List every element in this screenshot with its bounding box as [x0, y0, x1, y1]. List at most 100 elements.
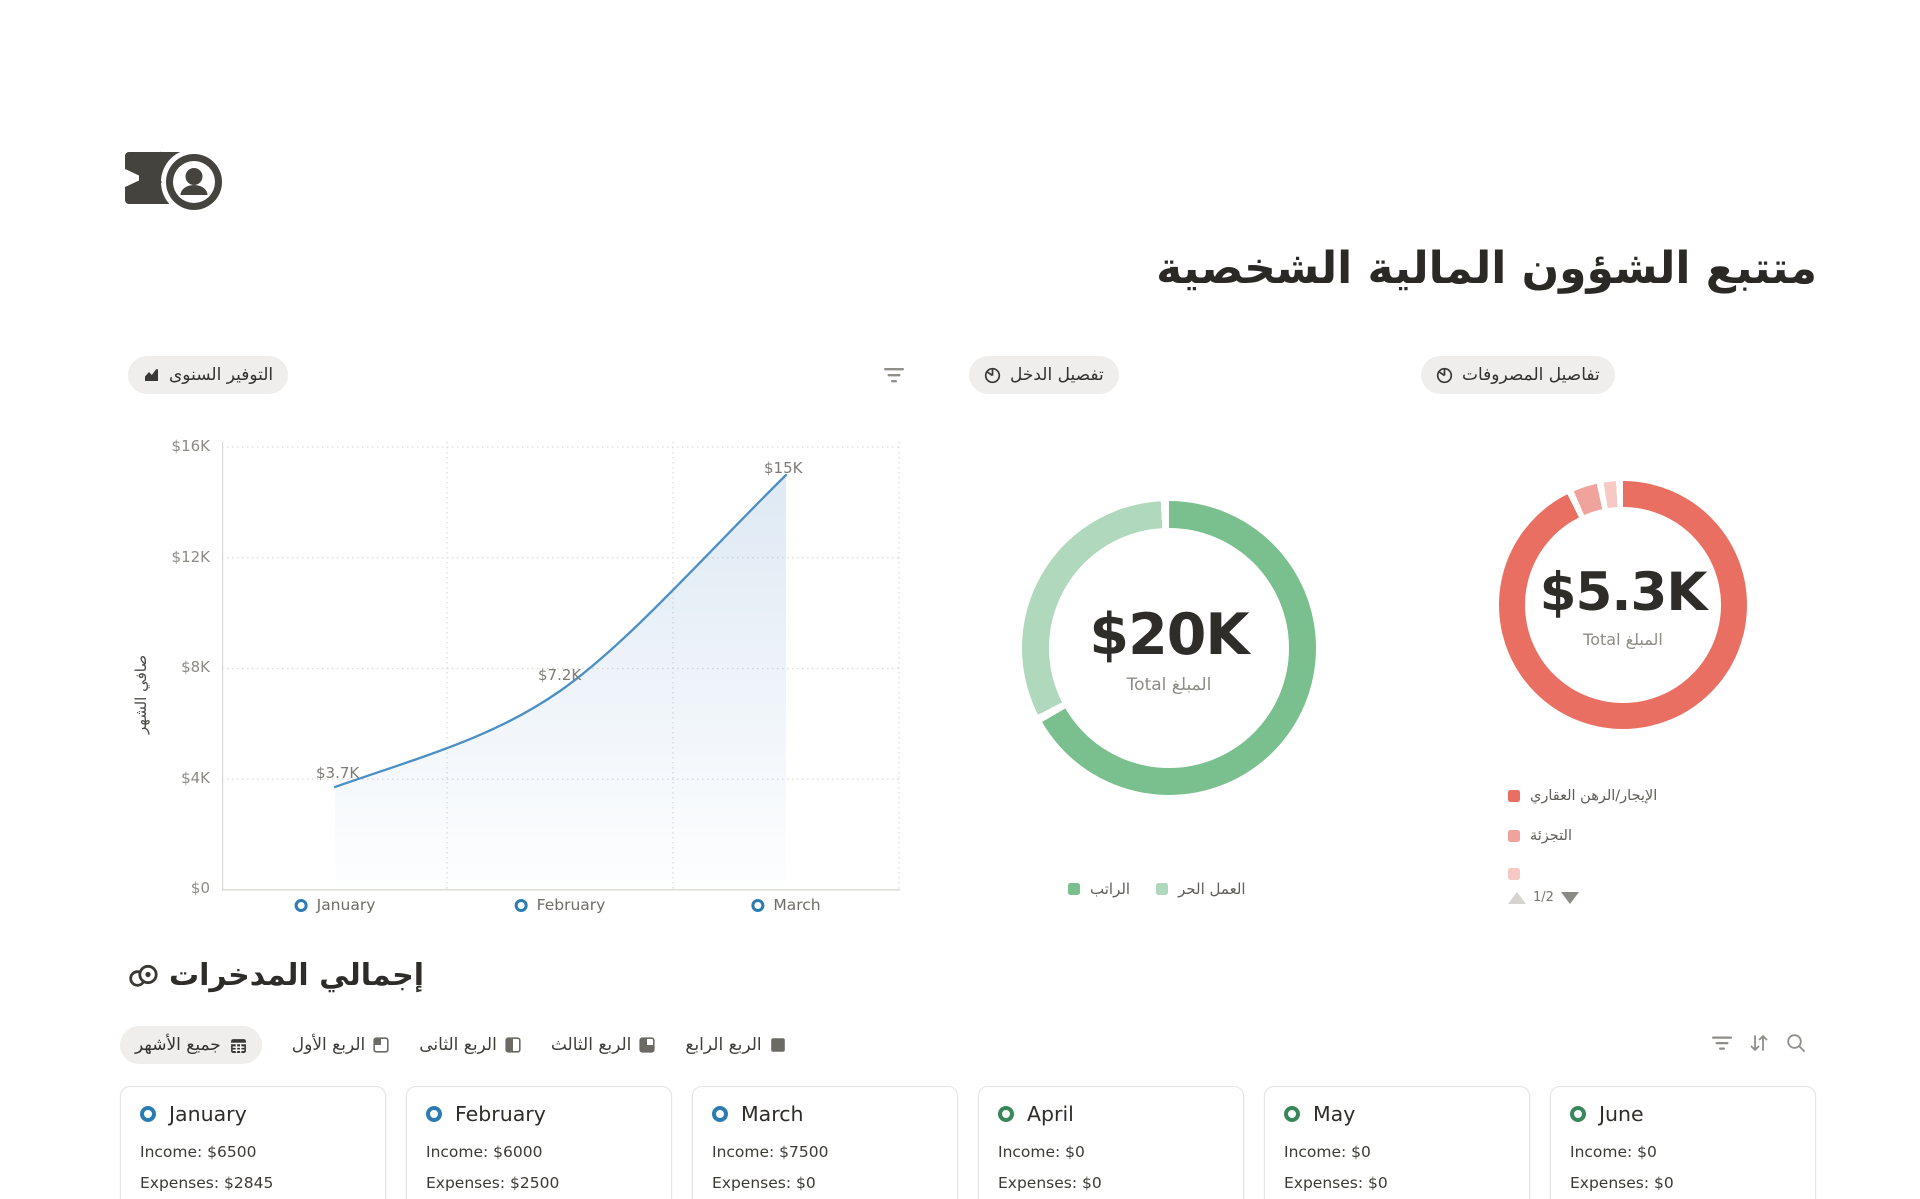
month-dot-icon — [426, 1106, 442, 1122]
month-dot-icon — [1284, 1106, 1300, 1122]
tab-q3[interactable]: الربع الثالث — [551, 1035, 656, 1055]
y-tick: $16K — [171, 437, 210, 455]
expenses-total-value: $5.3K — [1539, 561, 1708, 623]
card-month-name: February — [455, 1102, 546, 1126]
quarter-3-icon — [639, 1037, 656, 1053]
search-icon[interactable] — [1784, 1031, 1808, 1055]
annual-savings-line-chart — [222, 442, 900, 891]
income-donut-chart: $20K المبلغ Total — [1022, 501, 1316, 795]
area-chart-icon — [145, 369, 158, 381]
page-title: متتبع الشؤون المالية الشخصية — [1156, 243, 1817, 294]
income-breakdown-badge[interactable]: تفصيل الدخل — [969, 356, 1119, 394]
card-month-name: May — [1313, 1102, 1356, 1126]
month-dot-icon — [1570, 1106, 1586, 1122]
filter-icon[interactable] — [882, 364, 906, 386]
legend-marker-icon — [1508, 830, 1520, 842]
point-label: $15K — [764, 459, 803, 477]
quarter-2-icon — [505, 1037, 521, 1053]
legend-marker-icon — [1508, 868, 1520, 880]
month-dot-icon — [140, 1106, 156, 1122]
card-february[interactable]: February Income: $6000 Expenses: $2500 — [406, 1086, 672, 1199]
expenses-donut-chart: $5.3K المبلغ Total — [1499, 481, 1747, 729]
legend-marker-icon — [1068, 883, 1080, 895]
card-expenses: Expenses: $0 — [998, 1174, 1102, 1192]
tab-all-months[interactable]: جميع الأشهر — [120, 1026, 262, 1064]
savings-line — [333, 473, 788, 789]
month-dot-icon — [998, 1106, 1014, 1122]
banknote-coin-icon — [124, 142, 227, 215]
card-march[interactable]: March Income: $7500 Expenses: $0 — [692, 1086, 958, 1199]
legend-item-rent-mortgage[interactable]: الإيجار/الرهن العقاري — [1508, 788, 1708, 804]
card-may[interactable]: May Income: $0 Expenses: $0 — [1264, 1086, 1530, 1199]
quarter-tabs: جميع الأشهر الربع الأول الربع الثانى — [120, 1026, 786, 1064]
legend-item-clipped[interactable] — [1508, 868, 1708, 880]
month-cards: January Income: $6500 Expenses: $2845 Fe… — [120, 1086, 1816, 1199]
annual-savings-badge-label: التوفير السنوى — [169, 365, 274, 385]
quarter-1-icon — [373, 1037, 389, 1053]
expenses-legend: الإيجار/الرهن العقاري التجزئة — [1508, 788, 1708, 884]
card-income: Income: $0 — [1284, 1143, 1371, 1161]
tab-q1[interactable]: الربع الأول — [292, 1035, 389, 1055]
y-tick: $12K — [171, 548, 210, 566]
expenses-badge-label: تفاصيل المصروفات — [1462, 365, 1600, 385]
card-income: Income: $7500 — [712, 1143, 829, 1161]
x-legend-january[interactable]: January — [294, 896, 375, 914]
card-june[interactable]: June Income: $0 Expenses: $0 — [1550, 1086, 1816, 1199]
expenses-breakdown-badge[interactable]: تفاصيل المصروفات — [1421, 356, 1615, 394]
card-expenses: Expenses: $0 — [1570, 1174, 1674, 1192]
expenses-total-caption: المبلغ Total — [1583, 629, 1663, 649]
month-dot-icon — [712, 1106, 728, 1122]
x-legend-march[interactable]: March — [751, 896, 821, 914]
y-tick: $0 — [190, 879, 210, 897]
card-expenses: Expenses: $2500 — [426, 1174, 560, 1192]
x-legend-february[interactable]: February — [514, 896, 606, 914]
legend-item-freelance[interactable]: العمل الحر — [1156, 880, 1246, 898]
card-january[interactable]: January Income: $6500 Expenses: $2845 — [120, 1086, 386, 1199]
card-income: Income: $0 — [1570, 1143, 1657, 1161]
point-label: $3.7K — [316, 764, 360, 782]
card-expenses: Expenses: $0 — [1284, 1174, 1388, 1192]
expenses-legend-pager: 1/2 — [1508, 890, 1579, 905]
card-income: Income: $6500 — [140, 1143, 257, 1161]
series-marker-icon — [514, 898, 528, 912]
totals-section-title: إجمالي المدخرات — [128, 958, 424, 993]
quarter-4-icon — [770, 1038, 785, 1052]
x-label: February — [536, 896, 606, 914]
legend-marker-icon — [1156, 883, 1169, 895]
legend-page-indicator: 1/2 — [1533, 890, 1554, 905]
tab-q2[interactable]: الربع الثانى — [419, 1035, 521, 1055]
pie-chart-icon — [984, 367, 1001, 383]
annual-savings-badge[interactable]: التوفير السنوى — [128, 356, 289, 394]
calendar-icon — [230, 1038, 246, 1053]
card-expenses: Expenses: $2845 — [140, 1174, 274, 1192]
y-tick: $4K — [181, 769, 210, 787]
income-total-value: $20K — [1089, 601, 1249, 668]
income-badge-label: تفصيل الدخل — [1010, 365, 1104, 385]
legend-item-salary[interactable]: الراتب — [1068, 880, 1130, 898]
card-april[interactable]: April Income: $0 Expenses: $0 — [978, 1086, 1244, 1199]
pie-chart-icon — [1436, 367, 1453, 383]
totals-toolbar — [1710, 1031, 1808, 1055]
tab-q4[interactable]: الربع الرابع — [685, 1035, 785, 1055]
coins-icon — [129, 964, 158, 987]
legend-item-retail[interactable]: التجزئة — [1508, 828, 1708, 844]
legend-marker-icon — [1508, 790, 1520, 802]
y-tick: $8K — [181, 658, 210, 676]
series-marker-icon — [294, 898, 308, 912]
page-down-icon[interactable] — [1560, 891, 1579, 904]
sort-icon[interactable] — [1747, 1031, 1771, 1055]
savings-area-fill — [335, 475, 786, 889]
income-total-caption: المبلغ Total — [1126, 674, 1212, 695]
card-expenses: Expenses: $0 — [712, 1174, 816, 1192]
filter-icon[interactable] — [1710, 1031, 1734, 1055]
series-marker-icon — [751, 898, 765, 912]
x-label: March — [773, 896, 821, 914]
card-income: Income: $0 — [998, 1143, 1085, 1161]
card-month-name: January — [169, 1102, 247, 1126]
income-legend: الراتب العمل الحر — [1068, 880, 1246, 898]
card-month-name: June — [1599, 1102, 1644, 1126]
card-income: Income: $6000 — [426, 1143, 543, 1161]
card-month-name: March — [741, 1102, 804, 1126]
page-up-icon[interactable] — [1508, 891, 1526, 904]
